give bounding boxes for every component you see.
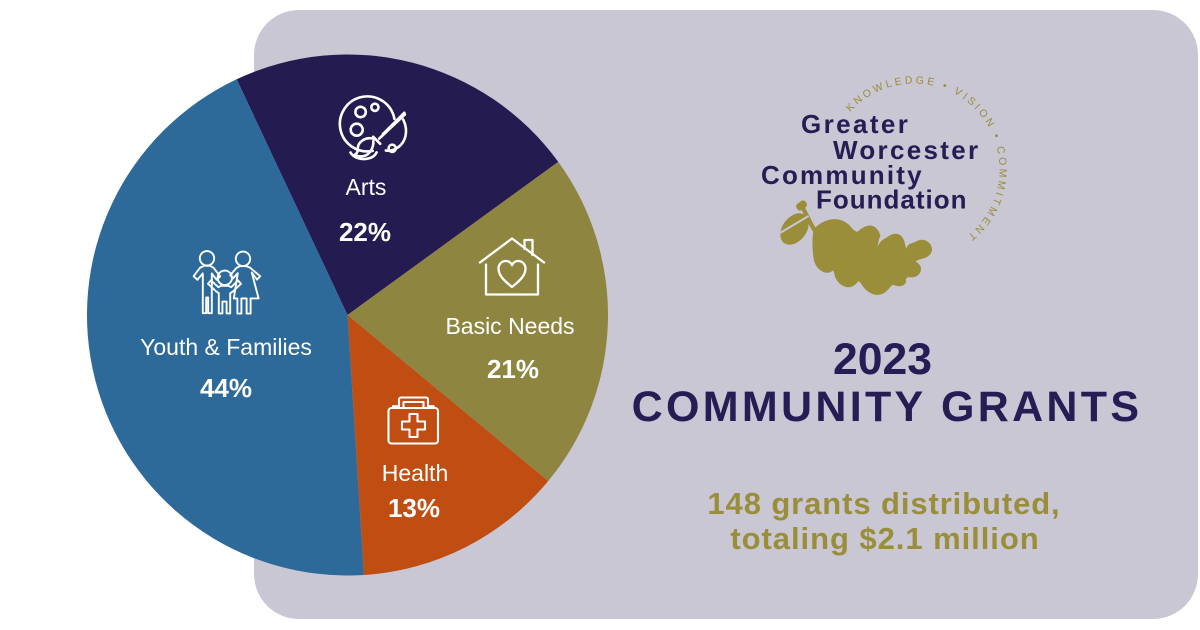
svg-text:13%: 13%: [388, 493, 440, 523]
svg-text:21%: 21%: [487, 354, 539, 384]
svg-text:Community: Community: [761, 160, 924, 190]
svg-text:44%: 44%: [200, 373, 252, 403]
svg-text:Health: Health: [382, 460, 448, 486]
svg-text:totaling $2.1 million: totaling $2.1 million: [730, 521, 1039, 556]
svg-text:Arts: Arts: [346, 174, 387, 200]
svg-text:Youth & Families: Youth & Families: [140, 334, 312, 360]
svg-text:148 grants distributed,: 148 grants distributed,: [707, 486, 1060, 521]
svg-text:Basic Needs: Basic Needs: [445, 313, 574, 339]
svg-text:Greater: Greater: [801, 109, 910, 139]
svg-text:Foundation: Foundation: [816, 185, 968, 215]
svg-text:2023: 2023: [833, 335, 932, 384]
svg-text:22%: 22%: [339, 217, 391, 247]
svg-text:COMMUNITY GRANTS: COMMUNITY GRANTS: [632, 383, 1143, 431]
svg-text:Worcester: Worcester: [833, 135, 980, 165]
